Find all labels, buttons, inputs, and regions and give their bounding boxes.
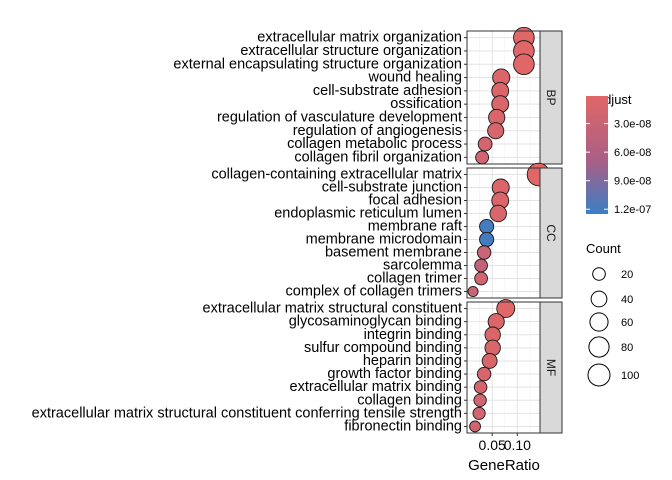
- term-label: collagen binding: [357, 392, 462, 408]
- term-label: cell-substrate adhesion: [313, 83, 462, 99]
- size-legend-label: 80: [621, 342, 633, 354]
- color-legend-label: 9.0e-08: [614, 176, 651, 188]
- term-label: extracellular matrix binding: [290, 379, 462, 395]
- term-label: glycosaminoglycan binding: [289, 314, 462, 330]
- facet-panel-cc: collagen-containing extracellular matrix…: [211, 162, 563, 300]
- size-legend-key: [592, 267, 606, 281]
- term-label: complex of collagen trimers: [286, 284, 463, 300]
- size-legend-label: 100: [621, 370, 639, 382]
- x-tick-label: 0.10: [504, 437, 531, 453]
- size-legend-key: [587, 363, 611, 387]
- facet-strip-label: MF: [544, 359, 558, 376]
- color-legend-label: 3.0e-08: [614, 119, 651, 131]
- term-label: extracellular structure organization: [240, 43, 462, 59]
- facet-panel-bp: extracellular matrix organizationextrace…: [173, 26, 563, 165]
- data-point: [473, 380, 488, 394]
- facet-panels: extracellular matrix organizationextrace…: [32, 26, 563, 434]
- facet-strip: [539, 167, 563, 299]
- term-label: extracellular matrix structural constitu…: [32, 405, 462, 421]
- data-point: [472, 406, 486, 420]
- data-point: [475, 150, 490, 165]
- legends: p.adjust Count 3.0e-086.0e-089.0e-081.2e…: [586, 92, 651, 387]
- data-point: [473, 393, 487, 407]
- term-label: wound healing: [367, 70, 462, 86]
- facet-strip-label: BP: [544, 89, 558, 105]
- data-point: [474, 271, 488, 286]
- term-label: endoplasmic reticulum lumen: [274, 206, 462, 222]
- term-label: membrane microdomain: [306, 232, 462, 248]
- term-label: cell-substrate junction: [322, 180, 462, 196]
- data-point: [477, 136, 493, 152]
- color-legend-label: 6.0e-08: [614, 147, 651, 159]
- term-label: basement membrane: [325, 245, 462, 261]
- size-legend-label: 20: [621, 269, 633, 281]
- data-point: [469, 420, 481, 433]
- color-legend-gradient-bar: [586, 96, 608, 214]
- data-point: [479, 231, 495, 248]
- size-legend-title: Count: [586, 241, 621, 256]
- term-label: sulfur compound binding: [304, 340, 462, 356]
- data-point: [474, 258, 488, 273]
- term-label: growth factor binding: [327, 366, 462, 382]
- term-label: regulation of angiogenesis: [293, 123, 462, 139]
- term-label: extracellular matrix structural constitu…: [203, 301, 463, 317]
- data-point: [467, 286, 479, 298]
- term-label: integrin binding: [364, 327, 462, 343]
- data-point: [476, 366, 492, 382]
- term-label: external encapsulating structure organiz…: [173, 56, 462, 72]
- size-legend-label: 40: [621, 294, 633, 306]
- term-label: sarcolemma: [383, 258, 463, 274]
- term-label: collagen fibril organization: [294, 149, 462, 165]
- x-axis: GeneRatio 0.050.10: [468, 433, 540, 474]
- size-legend-key: [589, 312, 609, 332]
- size-legend-label: 60: [621, 317, 633, 329]
- data-point: [476, 245, 492, 260]
- facet-panel-mf: extracellular matrix structural constitu…: [32, 299, 563, 434]
- data-point: [479, 218, 495, 235]
- term-label: regulation of vasculature development: [217, 109, 462, 125]
- term-label: fibronectin binding: [344, 418, 462, 434]
- facet-strip-label: CC: [544, 224, 558, 242]
- facet-strip: [539, 30, 563, 165]
- data-point: [481, 353, 498, 369]
- size-legend-key: [588, 336, 610, 358]
- data-point: [487, 122, 505, 140]
- x-tick-label: 0.05: [479, 437, 506, 453]
- data-point: [484, 339, 501, 357]
- term-label: heparin binding: [363, 353, 462, 369]
- data-point: [489, 204, 507, 223]
- term-label: collagen metabolic process: [287, 136, 462, 152]
- data-point: [513, 53, 535, 76]
- term-label: extracellular matrix organization: [257, 30, 462, 46]
- term-label: collagen-containing extracellular matrix: [211, 167, 462, 183]
- x-axis-title: GeneRatio: [468, 457, 540, 474]
- color-legend-label: 1.2e-07: [614, 204, 651, 216]
- size-legend-key: [590, 290, 608, 308]
- term-label: collagen trimer: [367, 271, 462, 287]
- facet-strip: [539, 301, 563, 434]
- term-label: membrane raft: [368, 219, 462, 235]
- term-label: focal adhesion: [368, 193, 462, 209]
- data-point: [496, 299, 516, 318]
- term-label: ossification: [390, 96, 462, 112]
